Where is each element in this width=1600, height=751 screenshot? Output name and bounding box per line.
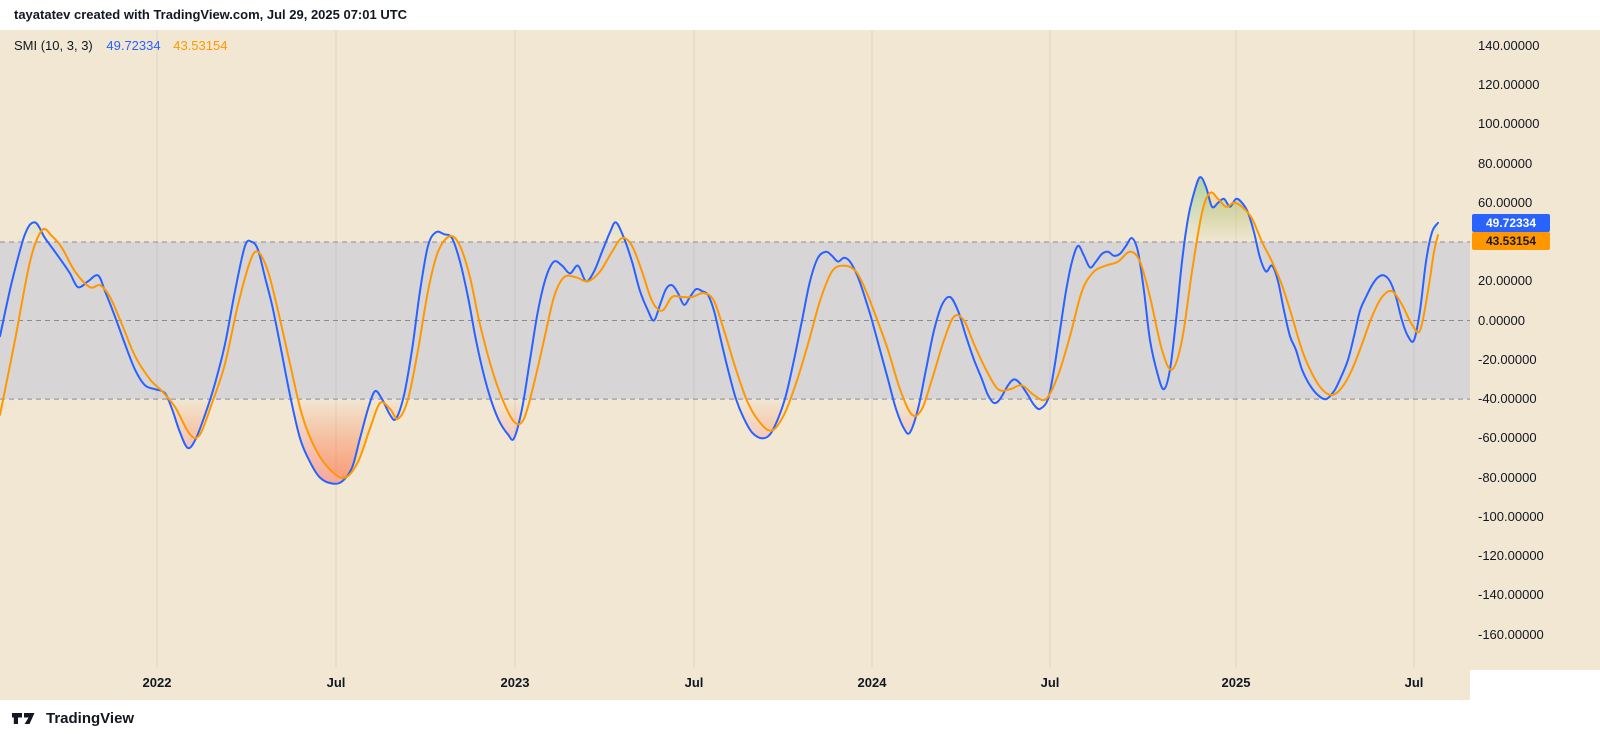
time-scale[interactable]: 2022 Jul 2023 Jul 2024 Jul 2025 Jul	[0, 670, 1470, 700]
price-tick-label: -80.00000	[1478, 469, 1537, 485]
time-tick-label: Jul	[1040, 675, 1060, 690]
price-badge-signal: 43.53154	[1472, 231, 1550, 250]
indicator-title[interactable]: SMI (10, 3, 3)	[14, 38, 93, 53]
price-tick-label: 60.00000	[1478, 194, 1533, 210]
indicator-legend: SMI (10, 3, 3) 49.72334 43.53154	[14, 38, 227, 53]
price-tick-label: 120.00000	[1478, 77, 1540, 92]
price-tick-label: -100.00000	[1478, 508, 1544, 524]
attribution-bar: tayatatev created with TradingView.com, …	[0, 0, 1600, 30]
price-tick-label: -140.00000	[1478, 587, 1544, 603]
price-tick-label: -20.00000	[1478, 351, 1537, 367]
time-tick-label: Jul	[1404, 675, 1424, 690]
brand-text: TradingView	[46, 710, 135, 727]
time-tick-label: 2023	[500, 675, 530, 690]
time-tick-label: 2025	[1221, 675, 1251, 690]
price-tick-label: -60.00000	[1478, 430, 1537, 446]
price-tick-label: 140.00000	[1478, 37, 1540, 53]
smi-plot[interactable]	[0, 30, 1600, 670]
tradingview-logo-link[interactable]: TradingView	[12, 710, 134, 727]
attribution-text: tayatatev created with TradingView.com, …	[14, 7, 408, 22]
smi-value-label: 49.72334	[106, 38, 161, 53]
price-scale[interactable]: 140.00000 120.00000 100.00000 80.00000 60.00…	[1470, 30, 1600, 670]
indicator-pane[interactable]: SMI (10, 3, 3) 49.72334 43.53154 140.000…	[0, 30, 1600, 670]
price-tick-label: -120.00000	[1478, 548, 1544, 564]
price-tick-label: 0.00000	[1478, 312, 1525, 328]
price-tick-label: -40.00000	[1478, 391, 1537, 407]
price-tick-label: 80.00000	[1478, 155, 1533, 171]
tradingview-logo-icon	[12, 713, 35, 724]
price-tick-label: 20.00000	[1478, 273, 1533, 289]
time-tick-label: Jul	[326, 675, 346, 690]
price-tick-label: 100.00000	[1478, 116, 1540, 132]
time-tick-label: Jul	[684, 675, 704, 690]
time-tick-label: 2022	[142, 675, 172, 690]
signal-value-label: 43.53154	[173, 38, 228, 53]
price-badge-smi: 49.72334	[1472, 213, 1550, 232]
price-tick-label: -160.00000	[1478, 626, 1544, 642]
time-tick-label: 2024	[857, 675, 887, 690]
footer-bar: TradingView	[0, 700, 1600, 751]
